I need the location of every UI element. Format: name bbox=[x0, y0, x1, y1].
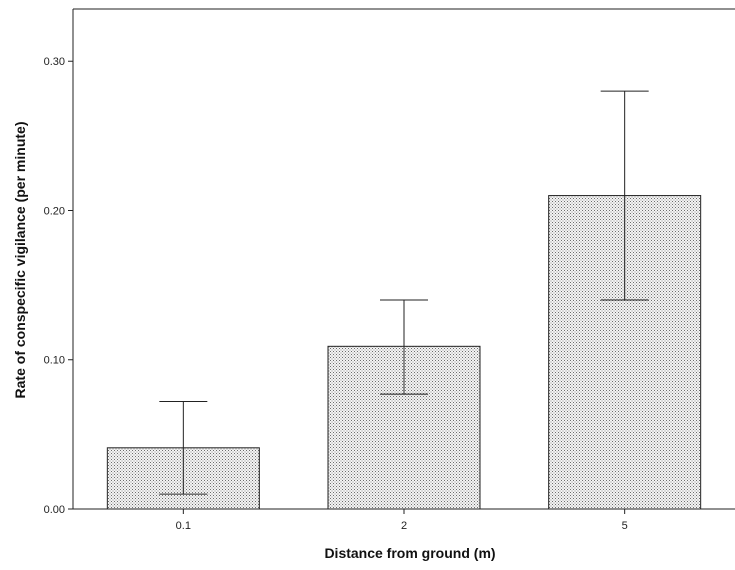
y-tick-label: 0.10 bbox=[44, 355, 65, 367]
x-axis-title: Distance from ground (m) bbox=[324, 545, 495, 561]
x-tick-label: 2 bbox=[401, 520, 407, 532]
plot-frame bbox=[72, 8, 735, 510]
x-axis-ticks: 0.1 2 5 bbox=[176, 509, 628, 532]
y-axis-title: Rate of conspecific vigilance (per minut… bbox=[12, 122, 28, 399]
x-tick-label: 5 bbox=[622, 520, 628, 532]
x-tick-label: 0.1 bbox=[176, 520, 191, 532]
y-tick-label: 0.00 bbox=[44, 504, 65, 516]
error-bars bbox=[159, 90, 649, 495]
y-tick-label: 0.20 bbox=[44, 205, 65, 217]
y-axis-ticks: 0.00 0.10 0.20 0.30 bbox=[44, 56, 73, 516]
y-tick-label: 0.30 bbox=[44, 56, 65, 68]
